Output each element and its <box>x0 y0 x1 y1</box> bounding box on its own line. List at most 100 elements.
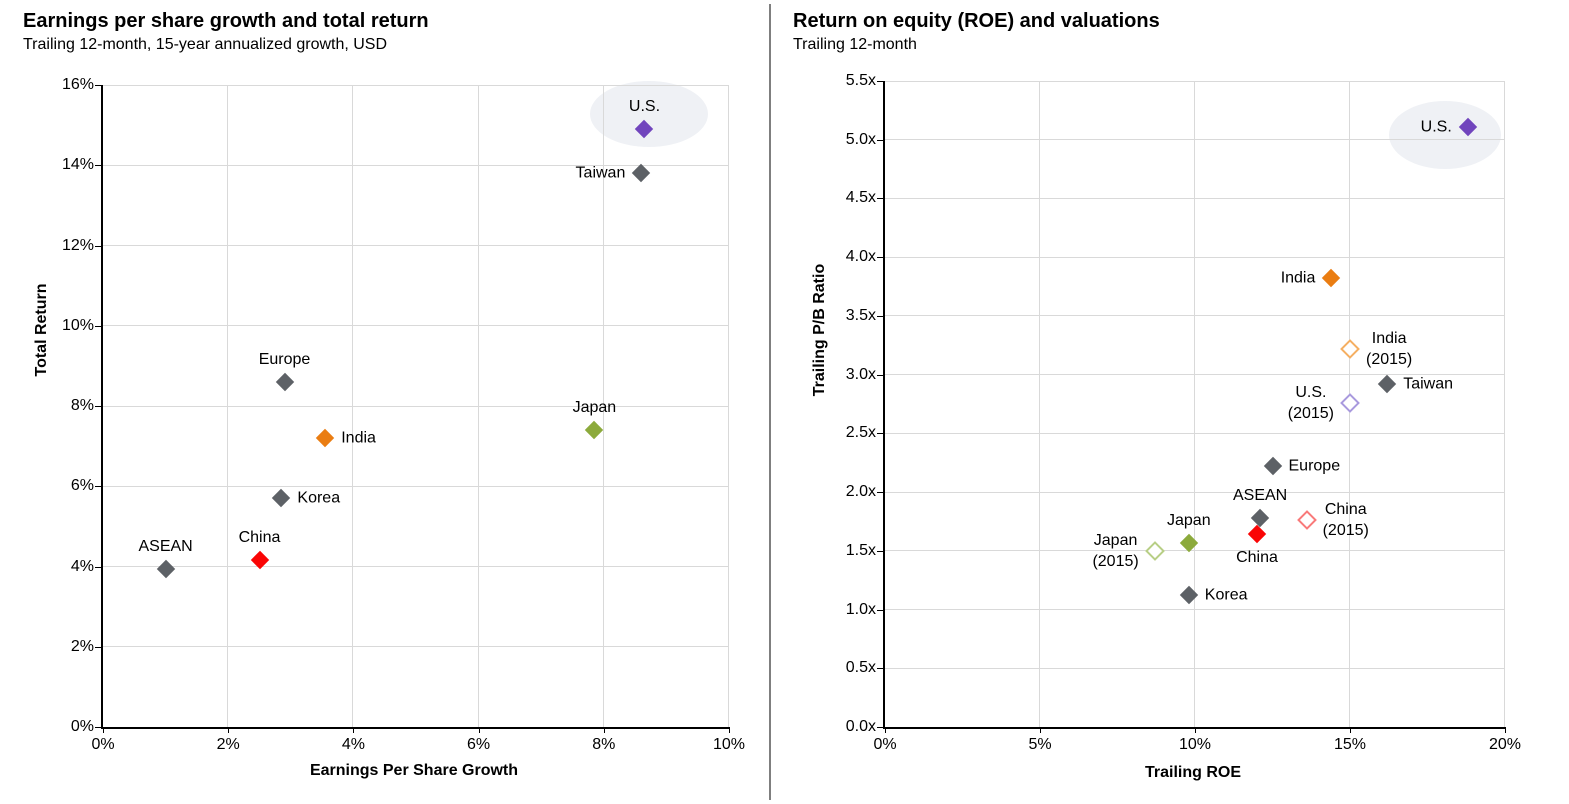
y-gridline <box>885 374 1505 376</box>
x-gridline <box>1194 81 1195 727</box>
y-gridline <box>103 405 729 407</box>
x-tick-mark <box>103 727 104 733</box>
y-tick-label: 1.0x <box>845 600 876 618</box>
y-tick-mark <box>877 492 883 494</box>
chart-title: Return on equity (ROE) and valuations <box>793 10 1160 32</box>
x-tick-label: 5% <box>1028 736 1052 753</box>
y-tick-label: 4% <box>70 557 94 575</box>
y-tick-mark <box>877 139 883 141</box>
y-gridline <box>103 84 729 86</box>
data-point-label-japan: Japan <box>1167 511 1211 529</box>
y-tick-mark <box>95 165 101 167</box>
x-tick-mark <box>353 727 355 733</box>
data-point-label-u-s: U.S. <box>628 98 661 116</box>
data-point-europe <box>1263 457 1282 476</box>
y-gridline <box>885 256 1505 258</box>
y-tick-mark <box>95 646 101 648</box>
y-tick-label: 2% <box>70 637 94 655</box>
y-tick-mark <box>877 315 883 317</box>
y-gridline <box>885 550 1505 552</box>
data-point-japan <box>585 420 604 440</box>
y-axis-title: Total Return <box>33 283 50 377</box>
x-gridline <box>1039 81 1040 727</box>
y-tick-mark <box>877 433 883 435</box>
y-tick-label: 5.0x <box>845 130 876 148</box>
data-point-label-korea: Korea <box>297 489 341 507</box>
data-point-u-s-2015 <box>1340 392 1360 413</box>
x-tick-mark <box>603 727 605 733</box>
data-point-label-japan-2015: Japan (2015) <box>1092 531 1139 570</box>
data-point-japan <box>1179 533 1198 552</box>
data-point-label-asean: ASEAN <box>138 537 193 555</box>
y-tick-label: 1.5x <box>845 541 876 559</box>
y-gridline <box>885 139 1505 141</box>
y-tick-label: 4.0x <box>845 248 876 266</box>
y-gridline <box>885 80 1505 82</box>
data-point-taiwan <box>1377 374 1397 394</box>
data-point-label-korea: Korea <box>1204 586 1248 604</box>
data-point-label-u-s-2015: U.S. (2015) <box>1287 383 1334 422</box>
data-point-label-india: India <box>341 429 376 447</box>
y-tick-label: 8% <box>70 397 94 414</box>
data-point-china-2015 <box>1296 510 1317 531</box>
data-point-korea <box>1179 586 1198 605</box>
data-point-taiwan <box>632 164 651 183</box>
data-point-label-asean: ASEAN <box>1232 486 1288 504</box>
y-tick-mark <box>95 727 101 728</box>
data-point-label-taiwan: Taiwan <box>1403 375 1453 393</box>
data-point-label-europe: Europe <box>1288 457 1341 475</box>
data-point-india <box>316 428 335 448</box>
y-tick-mark <box>877 81 883 82</box>
data-point-label-india-2015: India (2015) <box>1366 329 1413 368</box>
y-tick-label: 3.0x <box>845 365 876 383</box>
y-tick-label: 12% <box>61 236 94 254</box>
x-tick-mark <box>1505 727 1506 733</box>
x-tick-label: 0% <box>91 736 115 753</box>
x-gridline <box>1504 81 1505 727</box>
y-gridline <box>103 646 729 648</box>
y-gridline <box>103 566 729 567</box>
data-point-korea <box>272 489 291 508</box>
x-tick-mark <box>228 727 230 733</box>
y-gridline <box>103 245 729 246</box>
y-tick-label: 16% <box>61 76 94 93</box>
data-point-europe <box>275 372 294 392</box>
y-tick-label: 10% <box>61 316 94 334</box>
data-point-china <box>1247 525 1267 544</box>
y-tick-mark <box>877 198 883 200</box>
x-tick-mark <box>1350 727 1351 733</box>
y-gridline <box>885 609 1505 611</box>
data-point-asean <box>1250 508 1270 528</box>
x-tick-label: 15% <box>1333 736 1367 753</box>
y-tick-mark <box>95 566 101 568</box>
chart-title: Earnings per share growth and total retu… <box>23 10 429 32</box>
y-tick-mark <box>95 325 101 327</box>
data-point-india-2015 <box>1340 338 1360 359</box>
data-point-asean <box>156 559 175 578</box>
x-tick-label: 0% <box>873 736 897 753</box>
highlight-ellipse <box>1388 100 1501 169</box>
x-tick-label: 20% <box>1488 736 1522 753</box>
y-tick-label: 0% <box>70 718 94 735</box>
scatter-plot-eps-growth-vs-return: 0% 2% 4% 6% 8% 10% 0% 2% 4% 6% 8% 10% 12% 14% 16% ASEAN… <box>62 76 745 753</box>
y-tick-mark <box>877 609 883 611</box>
data-point-japan-2015 <box>1144 540 1165 561</box>
x-axis-title: Trailing ROE <box>1144 764 1242 781</box>
y-tick-mark <box>877 550 883 552</box>
data-point-label-europe: Europe <box>258 350 311 368</box>
data-point-label-china: China <box>1236 549 1278 567</box>
y-tick-mark <box>95 486 101 488</box>
data-point-label-china: China <box>238 529 281 547</box>
y-tick-label: 3.5x <box>845 306 876 324</box>
y-gridline <box>103 164 729 166</box>
y-gridline <box>103 485 729 487</box>
y-tick-label: 6% <box>70 477 94 495</box>
panel-divider <box>769 4 771 800</box>
y-tick-label: 0.5x <box>845 659 876 677</box>
y-gridline <box>885 197 1505 199</box>
y-tick-mark <box>95 406 101 407</box>
y-gridline <box>885 315 1505 317</box>
chart-subtitle: Trailing 12-month, 15-year annualized gr… <box>23 36 388 53</box>
data-point-label-china-2015: China (2015) <box>1322 501 1369 540</box>
